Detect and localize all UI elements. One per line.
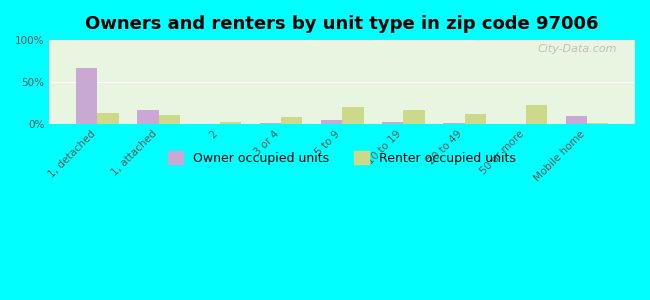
Bar — [320, 120, 342, 124]
Legend: Owner occupied units, Renter occupied units: Owner occupied units, Renter occupied un… — [163, 146, 521, 170]
Bar — [443, 123, 465, 124]
Bar — [76, 68, 98, 124]
Bar — [98, 113, 119, 124]
Bar — [404, 110, 425, 124]
Bar — [566, 116, 587, 124]
Bar — [465, 114, 486, 124]
Bar — [526, 105, 547, 124]
Bar — [259, 123, 281, 124]
Bar — [220, 122, 241, 124]
Bar — [382, 122, 404, 124]
Bar — [137, 110, 159, 124]
Title: Owners and renters by unit type in zip code 97006: Owners and renters by unit type in zip c… — [85, 15, 599, 33]
Bar — [159, 115, 180, 124]
Bar — [587, 123, 608, 124]
Text: City-Data.com: City-Data.com — [538, 44, 617, 54]
Bar — [281, 117, 302, 124]
Bar — [342, 107, 363, 124]
